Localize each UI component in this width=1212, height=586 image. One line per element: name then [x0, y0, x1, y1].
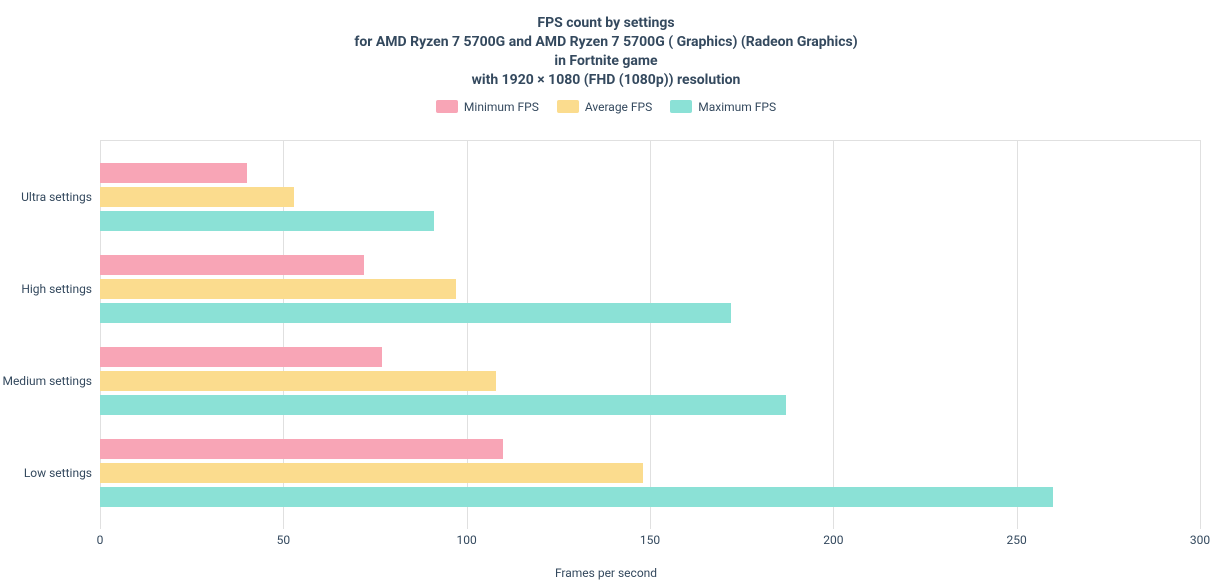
legend-label: Average FPS — [585, 100, 652, 114]
x-tick-label: 200 — [823, 533, 843, 547]
bar[interactable] — [100, 255, 364, 275]
legend: Minimum FPS Average FPS Maximum FPS — [0, 100, 1212, 114]
bar[interactable] — [100, 303, 731, 323]
y-tick-label: High settings — [21, 282, 92, 296]
y-tick-label: Ultra settings — [21, 190, 92, 204]
chart-title: FPS count by settings for AMD Ryzen 7 57… — [0, 0, 1212, 90]
bar[interactable] — [100, 211, 434, 231]
gridline — [1017, 141, 1018, 529]
chart-title-line: with 1920 × 1080 (FHD (1080p)) resolutio… — [0, 71, 1212, 90]
legend-item-max-fps[interactable]: Maximum FPS — [670, 100, 776, 114]
legend-item-avg-fps[interactable]: Average FPS — [557, 100, 652, 114]
x-axis-label: Frames per second — [555, 566, 657, 580]
bar[interactable] — [100, 439, 503, 459]
y-tick-label: Medium settings — [2, 374, 92, 388]
x-tick-label: 0 — [97, 533, 104, 547]
gridline — [650, 141, 651, 529]
legend-swatch — [557, 100, 579, 113]
gridline — [833, 141, 834, 529]
x-tick-label: 100 — [457, 533, 477, 547]
legend-label: Minimum FPS — [464, 100, 539, 114]
legend-swatch — [436, 100, 458, 113]
chart-title-line: FPS count by settings — [0, 14, 1212, 33]
x-tick-label: 50 — [277, 533, 291, 547]
bar[interactable] — [100, 487, 1053, 507]
bar[interactable] — [100, 395, 786, 415]
fps-chart: FPS count by settings for AMD Ryzen 7 57… — [0, 0, 1212, 586]
chart-title-line: for AMD Ryzen 7 5700G and AMD Ryzen 7 57… — [0, 33, 1212, 52]
x-tick-label: 250 — [1007, 533, 1027, 547]
chart-title-line: in Fortnite game — [0, 52, 1212, 71]
x-tick-label: 150 — [640, 533, 660, 547]
bar[interactable] — [100, 163, 247, 183]
plot-area: 050100150200250300Ultra settingsHigh set… — [100, 140, 1201, 529]
legend-item-min-fps[interactable]: Minimum FPS — [436, 100, 539, 114]
bar[interactable] — [100, 347, 382, 367]
legend-swatch — [670, 100, 692, 113]
x-tick-label: 300 — [1190, 533, 1210, 547]
y-tick-label: Low settings — [24, 466, 92, 480]
bar[interactable] — [100, 463, 643, 483]
bar[interactable] — [100, 187, 294, 207]
bar[interactable] — [100, 279, 456, 299]
legend-label: Maximum FPS — [698, 100, 776, 114]
bar[interactable] — [100, 371, 496, 391]
gridline — [1200, 141, 1201, 529]
